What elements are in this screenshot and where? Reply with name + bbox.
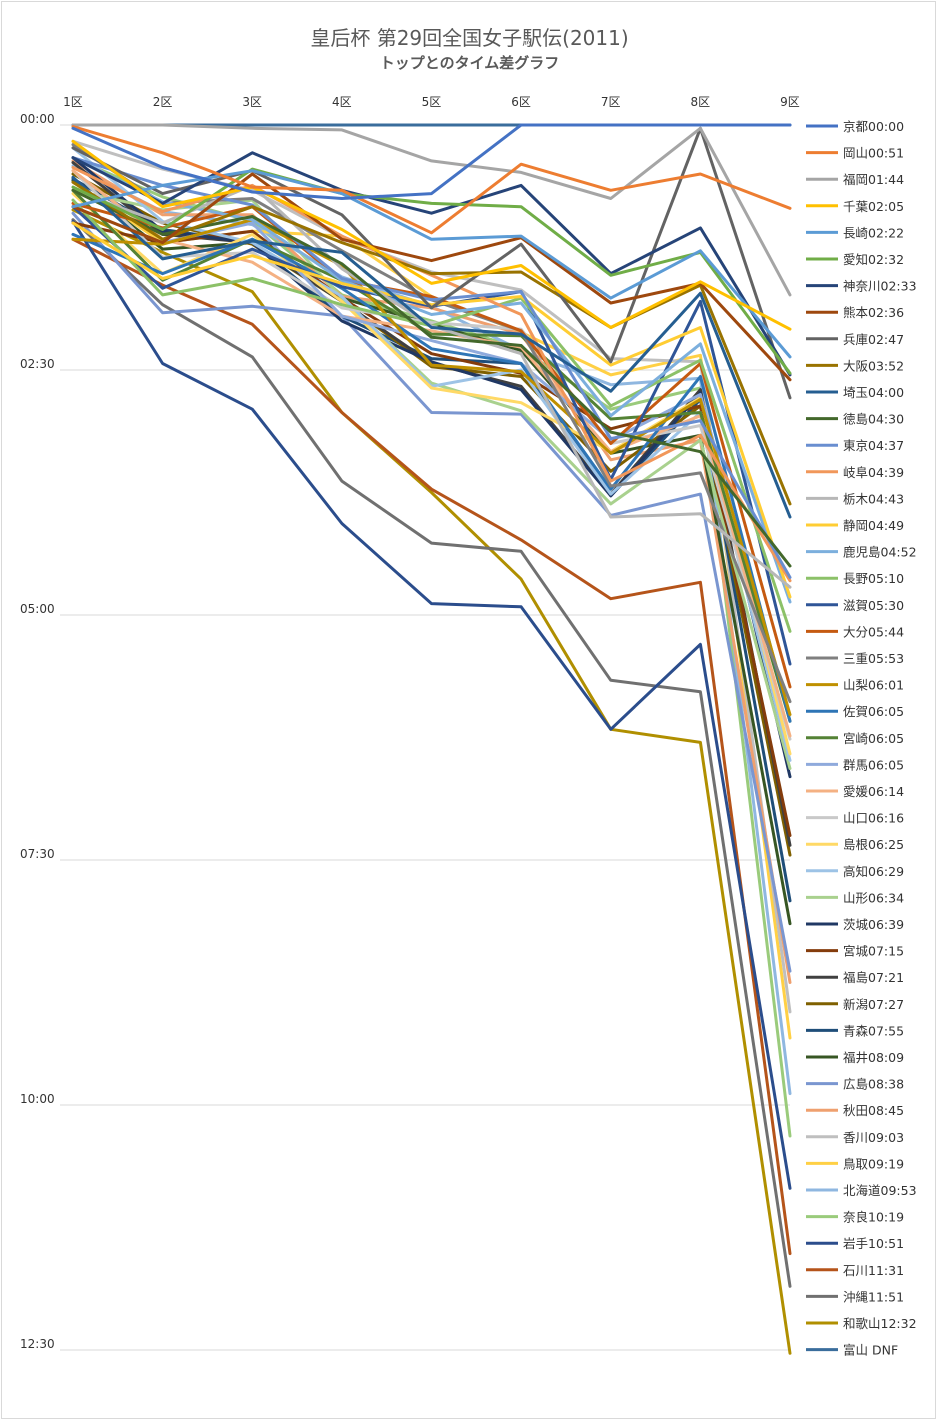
legend-label: 岡山00:51 (843, 146, 904, 161)
series-line-広島 (71, 211, 792, 973)
legend-label: 愛知02:32 (843, 252, 904, 267)
legend-label: 愛媛06:14 (843, 784, 904, 799)
legend-label: 岩手10:51 (843, 1236, 904, 1251)
series-line-熊本 (71, 172, 792, 382)
x-tick-label: 8区 (691, 95, 711, 109)
legend-label: 岐阜04:39 (843, 465, 904, 480)
legend-label: 茨城06:39 (843, 917, 904, 932)
legend-label: 三重05:53 (843, 651, 904, 666)
series-line-長崎 (71, 169, 792, 359)
legend-label: 福島07:21 (843, 970, 904, 985)
legend-label: 大阪03:52 (843, 358, 904, 373)
legend-label: 山形06:34 (843, 890, 904, 905)
x-tick-label: 3区 (242, 95, 262, 109)
y-tick-label: 02:30 (20, 357, 55, 371)
legend-label: 埼玉04:00 (843, 385, 904, 400)
legend-label: 大分05:44 (843, 624, 904, 639)
series-line-東京 (71, 156, 792, 579)
series-line-佐賀 (71, 232, 792, 723)
legend-label: 長崎02:22 (843, 225, 904, 240)
legend-label: 長野05:10 (843, 571, 904, 586)
y-tick-label: 12:30 (20, 1337, 55, 1351)
legend-label: 奈良10:19 (843, 1210, 904, 1225)
series-line-岐阜 (71, 166, 792, 583)
series-line-岩手 (71, 219, 792, 1190)
legend-label: 東京04:37 (843, 438, 904, 453)
legend-label: 鹿児島04:52 (843, 545, 917, 560)
legend-label: 高知06:29 (843, 864, 904, 879)
legend-label: 沖縄11:51 (843, 1289, 904, 1304)
x-tick-label: 6区 (511, 95, 531, 109)
legend-label: 福岡01:44 (843, 172, 904, 187)
legend-label: 島根06:25 (843, 837, 904, 852)
series-line-石川 (71, 237, 792, 1256)
x-tick-label: 9区 (780, 95, 800, 109)
legend-label: 佐賀06:05 (843, 704, 904, 719)
y-tick-label: 05:00 (20, 602, 55, 616)
x-tick-label: 5区 (422, 95, 442, 109)
series-line-千葉 (71, 139, 792, 331)
legend-label: 千葉02:05 (843, 199, 904, 214)
legend-label: 青森07:55 (843, 1023, 904, 1038)
chart-title: 皇后杯 第29回全国女子駅伝(2011) (310, 26, 629, 50)
series-line-静岡 (71, 221, 792, 599)
series-line-島根 (71, 192, 792, 756)
y-tick-label: 00:00 (20, 112, 55, 126)
series-line-山口 (71, 169, 792, 741)
series-line-埼玉 (71, 175, 792, 519)
x-tick-label: 7区 (601, 95, 621, 109)
legend-label: 兵庫02:47 (843, 332, 904, 347)
series-line-山梨 (71, 218, 792, 717)
legend-label: 広島08:38 (843, 1077, 904, 1092)
series-line-岡山 (71, 125, 792, 235)
series-line-京都 (71, 123, 792, 200)
legend-label: 新潟07:27 (843, 997, 904, 1012)
legend-label: 神奈川02:33 (843, 279, 917, 294)
legend-label: 北海道09:53 (843, 1183, 917, 1198)
x-tick-label: 2区 (153, 95, 173, 109)
legend-label: 山口06:16 (843, 811, 904, 826)
legend-label: 滋賀05:30 (843, 598, 904, 613)
legend-label: 山梨06:01 (843, 678, 904, 693)
legend-label: 福井08:09 (843, 1050, 904, 1065)
legend-label: 石川11:31 (843, 1263, 904, 1278)
chart-subtitle: トップとのタイム差グラフ (379, 54, 560, 72)
series-line-神奈川 (71, 151, 792, 377)
legend-label: 宮崎06:05 (843, 731, 904, 746)
legend-label: 静岡04:49 (843, 518, 904, 533)
series-line-沖縄 (71, 218, 792, 1288)
y-tick-label: 07:30 (20, 847, 55, 861)
legend-label: 熊本02:36 (843, 305, 904, 320)
legend-label: 京都00:00 (843, 119, 904, 134)
legend-label: 栃木04:43 (843, 491, 904, 506)
legend-label: 富山 DNF (843, 1343, 898, 1358)
series-line-福岡 (71, 123, 792, 297)
x-axis-tick-labels: 1区 2区 3区 4区 5区 6区 7区 8区 9区 (63, 95, 800, 109)
legend-label: 秋田08:45 (843, 1103, 904, 1118)
series-line-茨城 (71, 156, 792, 779)
legend-label: 鳥取09:19 (843, 1156, 904, 1171)
legend-label: 群馬06:05 (843, 757, 904, 772)
series-line-大阪 (71, 180, 792, 506)
series-line-宮崎 (71, 188, 792, 723)
x-tick-label: 1区 (63, 95, 83, 109)
x-tick-label: 4区 (332, 95, 352, 109)
series-lines (71, 123, 792, 1355)
legend-label: 香川09:03 (843, 1130, 904, 1145)
series-line-山形 (71, 188, 792, 770)
y-axis-tick-labels: 00:00 02:30 05:00 07:30 10:00 12:30 (20, 112, 55, 1351)
series-line-愛知 (71, 167, 792, 375)
series-line-奈良 (71, 156, 792, 1138)
legend: 京都00:00 岡山00:51 福岡01:44 千葉02:05 長崎02:22 愛知02:… (806, 119, 917, 1358)
legend-label: 宮城07:15 (843, 944, 904, 959)
legend-label: 徳島04:30 (843, 412, 904, 427)
legend-label: 和歌山12:32 (843, 1316, 917, 1331)
y-tick-label: 10:00 (20, 1092, 55, 1106)
